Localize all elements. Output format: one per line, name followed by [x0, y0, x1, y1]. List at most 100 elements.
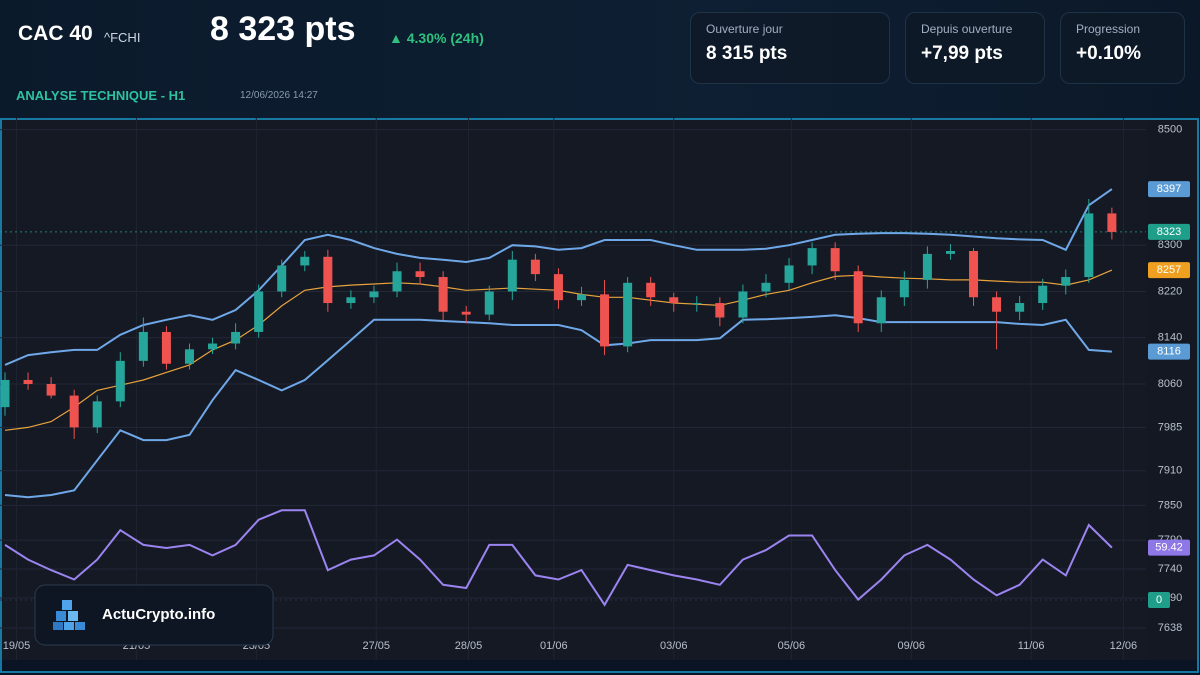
- brand-icon: [53, 600, 85, 630]
- x-tick-label: 27/05: [363, 640, 391, 652]
- y-tick-label: 8500: [1158, 123, 1182, 135]
- candle-body: [876, 297, 886, 324]
- change: ▲ 4.30% (24h): [389, 30, 484, 46]
- value-tag-bg: [1148, 592, 1170, 608]
- value-tag-bg: [1148, 181, 1190, 198]
- candle-body: [600, 294, 610, 347]
- card-label: Depuis ouverture: [921, 22, 1013, 36]
- y-tick-label: 8140: [1158, 332, 1182, 344]
- candle-body: [392, 271, 402, 292]
- candle-body: [208, 343, 218, 350]
- rsi-line: [4, 509, 1113, 607]
- value-tag: 59.42: [1155, 542, 1183, 554]
- brand-box: ActuCrypto.info: [34, 584, 274, 646]
- candle-body: [69, 395, 79, 428]
- value-tag: 8257: [1157, 264, 1181, 276]
- subtitle: ANALYSE TECHNIQUE - H1: [16, 88, 186, 103]
- candle-body: [438, 277, 448, 312]
- candle-body: [300, 256, 310, 266]
- value-tag: 8397: [1157, 183, 1181, 195]
- chart: 8500830082208140806079857910785077907740…: [0, 118, 1200, 673]
- card-label: Progression: [1076, 22, 1141, 36]
- candle-body: [415, 271, 425, 278]
- value-tag: 8323: [1157, 226, 1181, 238]
- y2-tick-label: 0: [1156, 594, 1162, 606]
- candle-body: [553, 274, 563, 301]
- x-tick-label: 11/06: [1018, 640, 1045, 652]
- value-tag-bg: [1148, 223, 1190, 240]
- candle-body: [115, 360, 125, 402]
- price: 8 323 pts: [210, 10, 356, 48]
- candle-body: [0, 379, 10, 408]
- x-tick-label: 28/05: [455, 640, 483, 652]
- value-tag-bg: [1148, 343, 1190, 360]
- card-value: +0.10%: [1076, 43, 1141, 64]
- y-tick-label: 7910: [1158, 465, 1182, 477]
- candle-body: [646, 282, 656, 298]
- y-tick-label: 8220: [1158, 285, 1182, 297]
- candle-body: [830, 248, 840, 272]
- candle-body: [484, 291, 494, 315]
- candle-body: [277, 265, 287, 292]
- candle-body: [969, 251, 979, 298]
- candle-body: [530, 259, 540, 275]
- candle-body: [738, 291, 748, 318]
- candle-body: [577, 294, 586, 301]
- card-value: +7,99 pts: [921, 43, 1003, 64]
- y-tick-label: 7985: [1158, 421, 1182, 433]
- candle-body: [1107, 213, 1117, 232]
- candle-body: [1015, 303, 1025, 312]
- x-tick-label: 01/06: [540, 640, 568, 652]
- candle-body: [231, 331, 241, 344]
- bollinger-upper: [4, 188, 1113, 366]
- card-label: Ouverture jour: [706, 22, 783, 36]
- value-tag-bg: [1148, 539, 1190, 556]
- candle-body: [1061, 277, 1071, 286]
- candle-body: [715, 303, 725, 318]
- candle-body: [46, 384, 56, 396]
- candle-body: [138, 331, 148, 361]
- brand: ActuCrypto.info: [102, 606, 215, 623]
- y-tick-label: 7740: [1158, 563, 1182, 575]
- candle-body: [992, 297, 1002, 312]
- candle-body: [1038, 285, 1048, 304]
- candle-body: [807, 248, 817, 266]
- candle-body: [461, 311, 471, 315]
- x-tick-label: 03/06: [660, 640, 688, 652]
- y-tick-label: 8060: [1158, 378, 1182, 390]
- card-value: 8 315 pts: [706, 43, 788, 64]
- card: Depuis ouverture +7,99 pts: [905, 12, 1045, 84]
- x-tick-label: 19/05: [3, 640, 31, 652]
- bollinger-lower: [4, 314, 1112, 499]
- candle-body: [853, 271, 863, 324]
- candle-body: [945, 251, 955, 254]
- candle-body: [623, 282, 633, 347]
- candle-body: [369, 291, 379, 298]
- y-tick-label: 7638: [1158, 622, 1182, 634]
- candle-body: [507, 259, 517, 292]
- y-tick-label: 7850: [1158, 499, 1182, 511]
- candle-body: [92, 401, 102, 428]
- candle-body: [1084, 213, 1094, 278]
- candle-body: [346, 297, 356, 304]
- value-tag: 8116: [1157, 346, 1181, 358]
- candle-body: [184, 349, 194, 364]
- plot-bg: [0, 118, 1146, 660]
- candle-body: [899, 279, 909, 298]
- ticker: ^FCHI: [104, 30, 141, 45]
- candle-body: [161, 331, 171, 364]
- timestamp: 12/06/2026 14:27: [240, 90, 318, 101]
- y-tick-label: 8300: [1158, 239, 1182, 251]
- x-tick-label: 12/06: [1110, 640, 1138, 652]
- card: Progression +0.10%: [1060, 12, 1185, 84]
- axis-bg: [1146, 118, 1200, 660]
- candle-body: [692, 303, 702, 305]
- value-tag-bg: [1148, 262, 1190, 279]
- candle-body: [761, 282, 771, 292]
- title: CAC 40: [18, 22, 93, 45]
- candle-body: [669, 297, 679, 304]
- candle-body: [254, 291, 264, 332]
- candle-body: [784, 265, 794, 283]
